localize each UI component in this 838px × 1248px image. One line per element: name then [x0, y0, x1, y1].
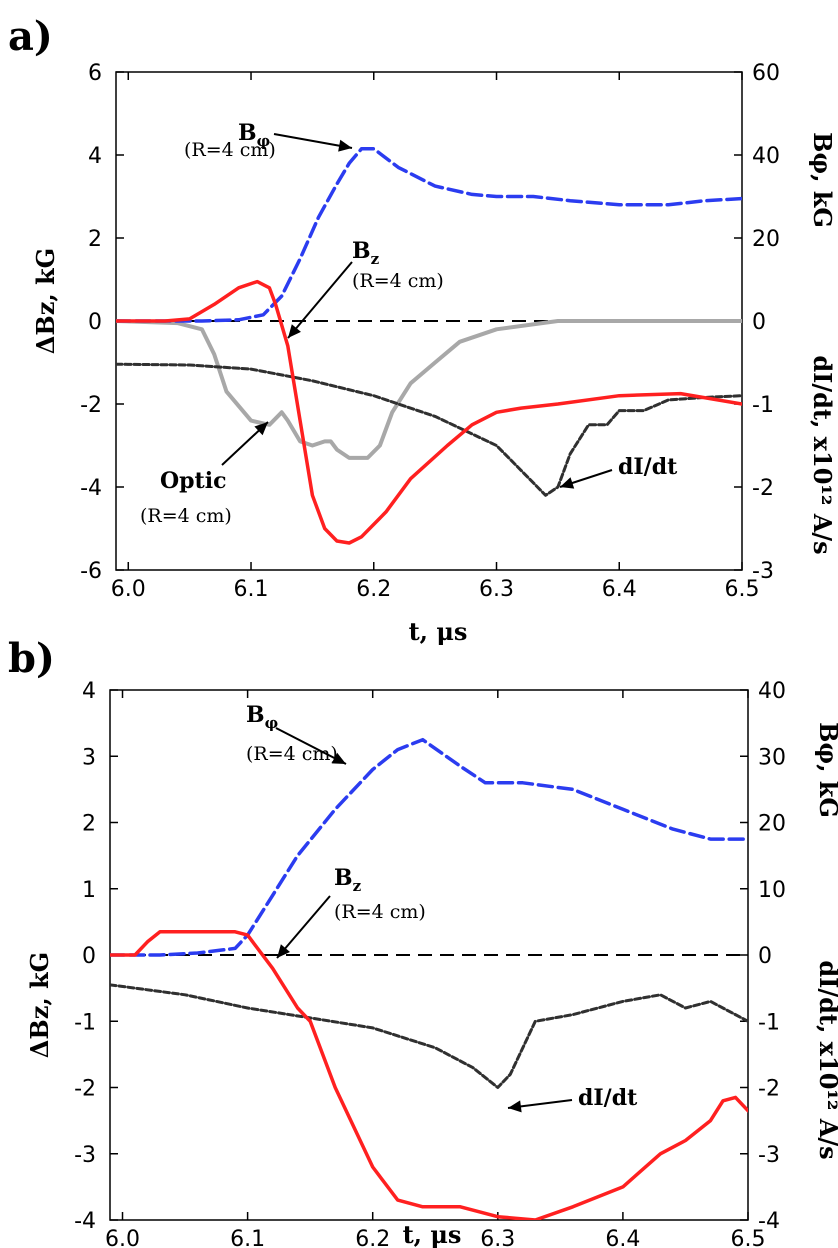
right-tick-label: 40: [758, 679, 786, 704]
series-group: [116, 147, 742, 545]
right-tick-label: -2: [752, 476, 774, 501]
annotation-arrow-line: [276, 895, 331, 959]
right-tick-label: -1: [758, 1010, 780, 1035]
right-axis-didt: -1 -2 -3 -4 dI/dt, x10¹² A/s: [740, 960, 838, 1234]
x-axis: 6.0 6.1 6.2 6.3 6.4 6.5 t, μs: [111, 72, 760, 646]
annotation-label: Bz: [352, 238, 380, 268]
right-tick-label: -2: [758, 1077, 780, 1102]
series-didt-line: [110, 983, 748, 1089]
annotation-arrow-head: [331, 752, 346, 764]
annotation-detail: (R=4 cm): [140, 505, 232, 527]
annotation-label: dI/dt: [578, 1085, 638, 1111]
panel-label: a): [8, 13, 53, 60]
x-axis-label: t, μs: [403, 1220, 462, 1248]
left-tick-label: 0: [82, 944, 96, 969]
x-tick-label: 6.0: [105, 1227, 140, 1248]
right-axis-bphi: 40 30 20 10 0 Bφ, kG: [740, 679, 838, 969]
left-tick-label: 4: [88, 144, 102, 169]
annotation-arrow-head: [508, 1100, 522, 1113]
right-axis-bphi: 60 40 20 0 Bφ, kG: [734, 61, 837, 335]
left-tick-label: -2: [80, 393, 102, 418]
annotation-detail: (R=4 cm): [246, 743, 338, 765]
left-tick-label: 2: [88, 227, 102, 252]
annotation-label: Optic: [160, 468, 226, 494]
annotations: Bφ(R=4 cm)Bz(R=4 cm)Optic(R=4 cm)dI/dt: [140, 120, 678, 527]
left-tick-label: -6: [80, 559, 102, 584]
right-axis-label-didt: dI/dt, x10¹² A/s: [808, 355, 837, 554]
annotation-label: dI/dt: [618, 454, 678, 480]
x-tick-label: 6.1: [230, 1227, 265, 1248]
series-bz-line: [116, 279, 742, 545]
panel-b: b)6.0 6.1 6.2 6.3 6.4 6.5t, μs43210-1-2-3-4ΔB…: [8, 635, 838, 1248]
left-axis: 6 4 2 0 -2 -4 -6 ΔBz, kG: [31, 61, 124, 584]
right-axis-label-bphi: Bφ, kG: [808, 132, 837, 228]
right-tick-label: 60: [752, 61, 780, 86]
x-tick-label: 6.2: [356, 577, 391, 602]
left-tick-label: 4: [82, 679, 96, 704]
right-tick-label: -3: [752, 559, 774, 584]
series-bphi-line: [116, 147, 742, 323]
left-tick-label: 3: [82, 745, 96, 770]
annotation-arrow-line: [275, 727, 347, 765]
annotation-detail: (R=4 cm): [352, 270, 444, 292]
right-tick-label: -4: [758, 1209, 780, 1234]
x-tick-label: 6.3: [480, 1227, 515, 1248]
panel-a: a)6.0 6.1 6.2 6.3 6.4 6.5t, μs6420-2-4-6ΔBz, …: [8, 13, 837, 646]
right-axis-label-didt: dI/dt, x10¹² A/s: [814, 960, 838, 1159]
left-tick-label: -4: [80, 476, 102, 501]
right-tick-label: 10: [758, 878, 786, 903]
right-tick-label: -3: [758, 1143, 780, 1168]
x-tick-label: 6.4: [602, 577, 637, 602]
right-tick-label: 20: [758, 812, 786, 837]
x-axis: 6.0 6.1 6.2 6.3 6.4 6.5 t, μs: [105, 690, 766, 1248]
annotation-detail: (R=4 cm): [334, 901, 426, 923]
x-tick-label: 6.5: [725, 577, 760, 602]
annotation-arrow-head: [277, 944, 291, 958]
x-tick-label: 6.2: [355, 1227, 390, 1248]
left-tick-label: 2: [82, 812, 96, 837]
x-tick-label: 6.1: [234, 577, 269, 602]
annotations: Bφ (R=4 cm) Bz (R=4 cm) dI/dt: [246, 702, 638, 1113]
annotation-detail: (R=4 cm): [184, 139, 276, 161]
annotation-arrow-head: [560, 477, 575, 489]
annotation-arrow-head: [254, 422, 268, 436]
annotation-arrow-line: [273, 133, 353, 149]
left-axis-label: ΔBz, kG: [25, 952, 54, 1058]
x-tick-label: 6.4: [605, 1227, 640, 1248]
annotation-arrow-head: [338, 139, 352, 152]
annotation-label: Bφ: [246, 702, 278, 732]
panel-label: b): [8, 635, 55, 682]
series-group: [110, 737, 748, 1220]
left-tick-label: -2: [74, 1077, 96, 1102]
series-bphi-line: [110, 737, 748, 957]
right-tick-label: 40: [752, 144, 780, 169]
x-tick-label: 6.0: [111, 577, 146, 602]
left-axis: 4 3 2 1 0 -1 -2 -3 -4 ΔBz, kG: [25, 679, 118, 1234]
x-tick-label: 6.3: [479, 577, 514, 602]
right-tick-label: -1: [752, 393, 774, 418]
right-tick-label: 30: [758, 745, 786, 770]
left-tick-label: -4: [74, 1209, 96, 1234]
series-didt-line: [116, 362, 742, 497]
annotation-label: Bφ: [238, 120, 270, 150]
right-axis-label-bphi: Bφ, kG: [814, 722, 838, 818]
left-tick-label: -1: [74, 1010, 96, 1035]
right-axis-didt: -1 -2 -3 dI/dt, x10¹² A/s: [734, 355, 837, 584]
series-optic-line: [116, 319, 742, 460]
left-tick-label: 1: [82, 878, 96, 903]
annotation-label: Bz: [334, 865, 362, 895]
left-tick-label: 0: [88, 310, 102, 335]
x-axis-label: t, μs: [409, 617, 468, 646]
right-tick-label: 20: [752, 227, 780, 252]
annotation-arrow-line: [287, 261, 353, 339]
left-tick-label: -3: [74, 1143, 96, 1168]
series-bz-line: [110, 930, 748, 1220]
left-tick-label: 6: [88, 61, 102, 86]
right-tick-label: 0: [752, 310, 766, 335]
x-tick-label: 6.5: [731, 1227, 766, 1248]
annotation-arrow-head: [288, 324, 301, 338]
left-axis-label: ΔBz, kG: [31, 248, 60, 354]
right-tick-label: 0: [758, 944, 772, 969]
